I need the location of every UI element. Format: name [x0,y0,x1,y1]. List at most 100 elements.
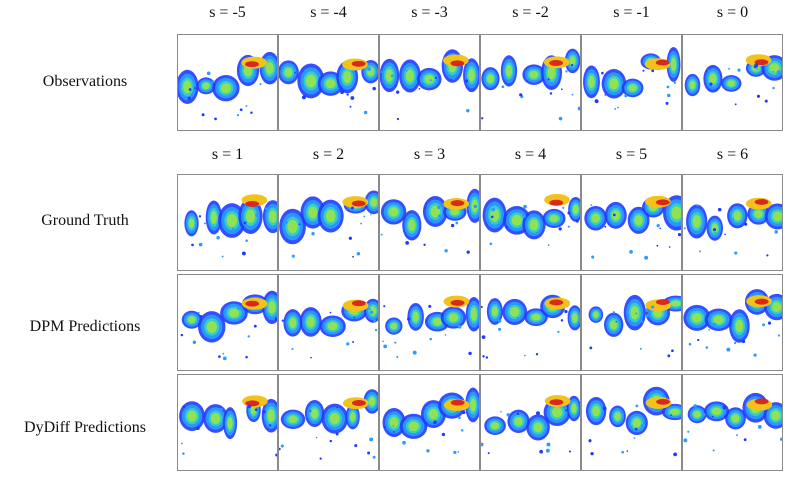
cloud-blob [220,83,232,94]
speckle [633,437,636,439]
speckle [667,354,671,358]
col-label-s-1: s = 1 [211,146,244,163]
speckle [539,449,543,454]
speckle [188,88,192,91]
speckle [353,316,356,319]
speckle [418,87,421,90]
speckle [273,422,275,425]
speckle [753,353,757,357]
speckle [734,103,737,106]
cloud-blob [188,218,195,229]
speckle [198,215,202,218]
speckle [516,316,520,321]
cloud-blob [187,316,196,324]
speckle [222,356,227,361]
speckle [187,96,192,101]
speckle [711,415,714,418]
speckle [668,246,671,248]
speckle [394,341,397,344]
speckle [291,254,295,258]
speckle [536,411,540,416]
speckle [453,450,457,454]
speckle [640,424,645,428]
cloud-blob [408,219,416,232]
speckle [505,225,509,229]
cloud-blob [533,422,543,433]
panel-observations-2 [278,34,379,131]
cloud-blob [529,219,539,231]
speckle [565,409,568,412]
cloud-blob [769,63,780,73]
cloud-blob [284,67,293,77]
cloud-blob [547,66,556,80]
cloud-blob [265,61,274,75]
intensity-band [655,59,670,66]
speckle [315,436,318,439]
speckle [522,214,527,218]
intensity-band [754,398,769,405]
intensity-band [450,299,465,306]
panel-dpm-predictions-3 [379,274,480,371]
speckle [656,244,659,247]
cloud-blob [689,80,696,90]
speckle [236,113,240,117]
speckle [567,211,571,215]
speckle [590,204,593,206]
panel-dpm-predictions-5 [581,274,682,371]
speckle [665,314,668,317]
speckle [301,95,306,100]
speckle [757,425,762,429]
cloud-blob [634,215,643,226]
speckle [519,93,523,97]
speckle [424,207,427,209]
cloud-blob [486,74,494,84]
cloud-blob [470,398,476,412]
speckle [743,438,747,442]
speckle [455,221,459,225]
speckle [547,78,550,81]
speckle [491,207,496,212]
cloud-blob [670,57,677,72]
radar-image [481,48,580,121]
speckle [617,106,619,109]
speckle [621,450,624,454]
cloud-blob [691,312,703,323]
speckle [670,414,673,416]
radar-image [178,51,277,121]
speckle [460,429,464,432]
cloud-blob [572,313,578,323]
speckle [269,424,272,427]
cloud-blob [369,306,377,316]
speckle [457,324,462,329]
radar-image [382,387,479,454]
intensity-band [351,60,366,67]
col-label-s-2: s = 2 [312,146,345,163]
speckle [250,111,253,114]
cloud-blob [692,214,701,228]
speckle [247,335,250,338]
speckle [220,407,223,411]
speckle [734,251,738,255]
intensity-band [351,200,366,207]
speckle [402,440,406,445]
cloud-blob [306,316,315,328]
cloud-blob [490,208,500,222]
speckle [394,84,397,87]
speckle [433,420,437,425]
speckle [368,307,371,311]
speckle [216,235,220,240]
speckle [677,232,681,237]
cloud-blob [228,308,240,318]
intensity-band [245,200,260,207]
speckle [298,223,301,226]
speckle [218,355,221,358]
speckle [485,356,489,359]
intensity-band [655,199,670,206]
cloud-blob [325,209,336,223]
speckle [429,79,432,82]
speckle [311,231,315,236]
speckle [712,322,717,327]
cloud-blob [628,84,637,92]
speckle [335,432,339,436]
speckle [673,81,677,84]
